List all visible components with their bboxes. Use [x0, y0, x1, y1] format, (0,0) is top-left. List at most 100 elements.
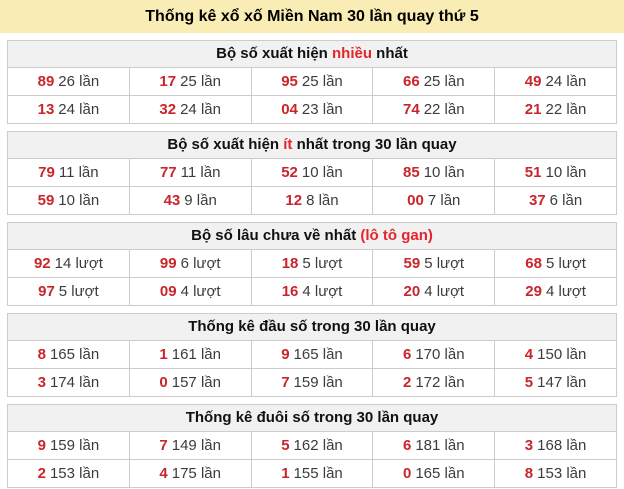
section-tail-digits: Thống kê đuôi số trong 30 lần quay 9 159 …	[7, 404, 617, 488]
tail-digit: 8	[524, 465, 534, 482]
occurrence-count: 10 lần	[301, 164, 343, 181]
lottery-number: 32	[159, 101, 177, 118]
tail-digit: 4	[159, 465, 168, 482]
head-digit: 1	[159, 346, 168, 363]
occurrence-count: 162 lần	[293, 437, 343, 454]
lottery-number: 20	[403, 283, 421, 300]
table-row: 79 11 lần 77 11 lần 52 10 lần 85 10 lần 51 10…	[8, 159, 616, 187]
stat-cell: 79 11 lần	[8, 159, 130, 187]
lottery-number: 89	[37, 73, 55, 90]
lottery-number: 74	[403, 101, 420, 118]
tail-digit: 1	[281, 465, 290, 482]
occurrence-count: 172 lần	[415, 374, 465, 391]
lottery-number: 43	[163, 192, 181, 209]
lottery-number: 92	[33, 255, 51, 272]
occurrence-count: 25 lần	[423, 73, 465, 90]
lottery-number: 99	[159, 255, 177, 272]
table-row: 59 10 lần 43 9 lần 12 8 lần 00 7 lần 37 6 lần	[8, 187, 616, 214]
table-row: 92 14 lượt 99 6 lượt 18 5 lượt 59 5 lượt 68 5…	[8, 250, 616, 278]
occurrence-count: 10 lần	[545, 164, 587, 181]
tail-digit: 3	[524, 437, 534, 454]
stat-cell: 0 157 lần	[130, 369, 252, 396]
occurrence-count: 8 lần	[306, 192, 339, 209]
occurrence-count: 25 lần	[301, 73, 343, 90]
stat-cell: 4 175 lần	[130, 460, 252, 487]
stat-cell: 04 23 lần	[252, 96, 374, 123]
tail-digit: 2	[37, 465, 46, 482]
tail-digit: 9	[37, 437, 46, 454]
occurrence-count: 159 lần	[293, 374, 343, 391]
table-row: 3 174 lần 0 157 lần 7 159 lần 2 172 lần 5 147…	[8, 369, 616, 396]
section-longest-absent-header: Bộ số lâu chưa về nhất (lô tô gan)	[8, 223, 616, 250]
header-text: Thống kê đuôi số trong 30 lần quay	[185, 409, 439, 426]
lottery-number: 17	[159, 73, 177, 90]
lottery-number: 00	[407, 192, 424, 209]
stat-cell: 74 22 lần	[373, 96, 496, 123]
occurrence-count: 24 lần	[545, 73, 587, 90]
occurrence-count: 175 lần	[171, 465, 221, 482]
occurrence-count: 165 lần	[49, 346, 100, 363]
head-digit: 3	[37, 374, 46, 391]
occurrence-count: 5 lượt	[58, 283, 99, 300]
occurrence-count: 22 lần	[423, 101, 465, 118]
occurrence-count: 24 lần	[180, 101, 221, 118]
header-highlight: ít	[283, 136, 293, 153]
tail-digit: 5	[281, 437, 290, 454]
stat-cell: 8 165 lần	[8, 341, 130, 369]
occurrence-count: 9 lần	[184, 192, 217, 209]
header-text: Thống kê đầu số trong 30 lần quay	[188, 318, 436, 335]
stat-cell: 9 165 lần	[251, 341, 374, 369]
page-title: Thống kê xổ xố Miền Nam 30 lần quay thứ …	[0, 0, 624, 33]
occurrence-count: 153 lần	[537, 465, 587, 482]
stat-cell: 32 24 lần	[130, 96, 252, 123]
stat-cell: 1 155 lần	[252, 460, 374, 487]
table-row: 9 159 lần 7 149 lần 5 162 lần 6 181 lần 3 168…	[8, 432, 616, 460]
lottery-number: 95	[281, 73, 298, 90]
stat-cell: 20 4 lượt	[373, 278, 496, 305]
head-digit: 9	[281, 346, 290, 363]
head-digit: 4	[524, 346, 534, 363]
stat-cell: 59 5 lượt	[373, 250, 496, 278]
occurrence-count: 181 lần	[415, 437, 465, 454]
tail-digit: 6	[403, 437, 412, 454]
table-row: 97 5 lượt 09 4 lượt 16 4 lượt 20 4 lượt 29 4 …	[8, 278, 616, 305]
stat-cell: 51 10 lần	[495, 159, 616, 187]
stat-cell: 2 172 lần	[373, 369, 496, 396]
header-text: nhất	[372, 45, 408, 62]
occurrence-count: 7 lần	[427, 192, 461, 209]
lottery-number: 12	[285, 192, 303, 209]
lottery-number: 85	[403, 164, 420, 181]
occurrence-count: 149 lần	[171, 437, 221, 454]
occurrence-count: 5 lượt	[302, 255, 343, 272]
tail-digit: 0	[403, 465, 412, 482]
section-least-frequent-header: Bộ số xuất hiện ít nhất trong 30 lần qua…	[8, 132, 616, 159]
stat-cell: 3 168 lần	[495, 432, 616, 460]
stat-cell: 97 5 lượt	[8, 278, 130, 305]
lottery-number: 66	[403, 73, 420, 90]
lottery-number: 16	[281, 283, 299, 300]
stat-cell: 9 159 lần	[8, 432, 130, 460]
lottery-number: 37	[528, 192, 546, 209]
lottery-number: 13	[37, 101, 55, 118]
occurrence-count: 174 lần	[49, 374, 100, 391]
section-head-digits: Thống kê đầu số trong 30 lần quay 8 165 l…	[7, 313, 617, 397]
occurrence-count: 4 lượt	[302, 283, 343, 300]
stat-cell: 16 4 lượt	[252, 278, 374, 305]
section-tail-digits-header: Thống kê đuôi số trong 30 lần quay	[8, 405, 616, 432]
occurrence-count: 11 lần	[58, 164, 99, 181]
header-text: nhất trong 30 lần quay	[292, 136, 457, 153]
lottery-number: 18	[281, 255, 299, 272]
stat-cell: 0 165 lần	[373, 460, 496, 487]
lottery-number: 77	[159, 164, 177, 181]
occurrence-count: 10 lần	[58, 192, 100, 209]
lottery-number: 97	[38, 283, 55, 300]
stat-cell: 09 4 lượt	[130, 278, 252, 305]
lottery-number: 68	[525, 255, 542, 272]
header-text: Bộ số xuất hiện	[216, 45, 332, 62]
lottery-number: 79	[38, 164, 55, 181]
occurrence-count: 161 lần	[171, 346, 221, 363]
stat-cell: 99 6 lượt	[129, 250, 252, 278]
head-digit: 2	[403, 374, 412, 391]
occurrence-count: 5 lượt	[545, 255, 586, 272]
stat-cell: 2 153 lần	[8, 460, 130, 487]
